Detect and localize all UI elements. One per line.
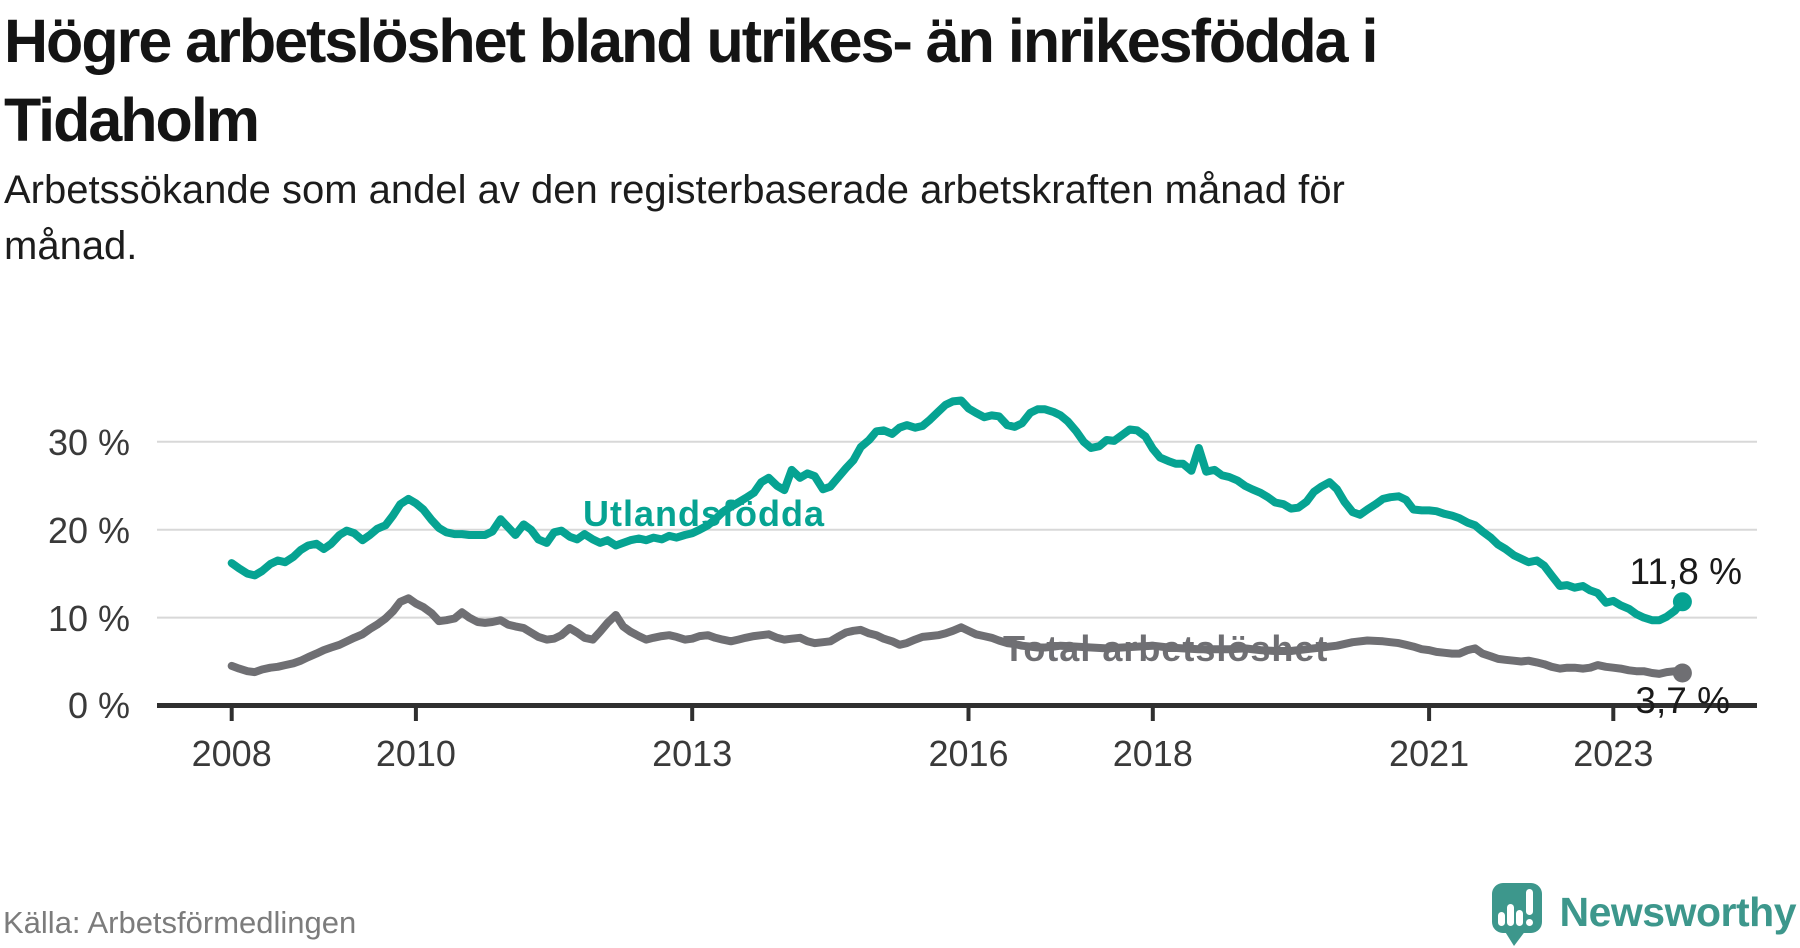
source-note: Källa: Arbetsförmedlingen [3,905,357,940]
logo-bar-3 [1515,910,1523,926]
x-tick-label-2008: 2008 [192,733,272,774]
x-tick-label-2013: 2013 [652,733,732,774]
x-tick-label-2018: 2018 [1113,733,1193,774]
end-dot-total [1672,663,1692,683]
newsworthy-logo-icon [1491,883,1542,946]
logo-bar-1 [1497,912,1505,926]
x-tick-label-2016: 2016 [928,733,1008,774]
logo-exclamation-dot [1525,919,1533,926]
y-tick-label-10: 10 % [48,598,130,639]
logo-exclamation-bar [1525,889,1533,915]
series-label-total: Total arbetslöshet [1003,628,1328,669]
x-tick-label-2021: 2021 [1389,733,1469,774]
logo-bar-2 [1506,904,1514,926]
x-tick-label-2023: 2023 [1573,733,1653,774]
newsworthy-logo: Newsworthy [1491,882,1797,948]
y-tick-label-0: 0 % [68,685,130,726]
y-tick-label-20: 20 % [48,510,130,551]
end-value-utlandsfodda: 11,8 % [1630,551,1742,592]
end-dot-utlandsfodda [1672,592,1692,612]
newsworthy-logo-text: Newsworthy [1559,889,1797,935]
page-subtitle: Arbetssökande som andel av den registerb… [4,168,1345,268]
page-title: Högre arbetslöshet bland utrikes- än inr… [4,7,1378,154]
series-label-utlandsfodda: Utlandsfödda [583,493,825,534]
unemployment-line-chart: 30 % 20 % 10 % 0 % 2008 2010 2013 2016 2… [48,396,1757,774]
end-value-total: 3,7 % [1635,680,1730,721]
y-tick-label-30: 30 % [48,422,130,463]
line-total-arbetsloshet [227,594,1687,678]
x-tick-label-2010: 2010 [376,733,456,774]
line-utlandsfodda [227,396,1687,625]
